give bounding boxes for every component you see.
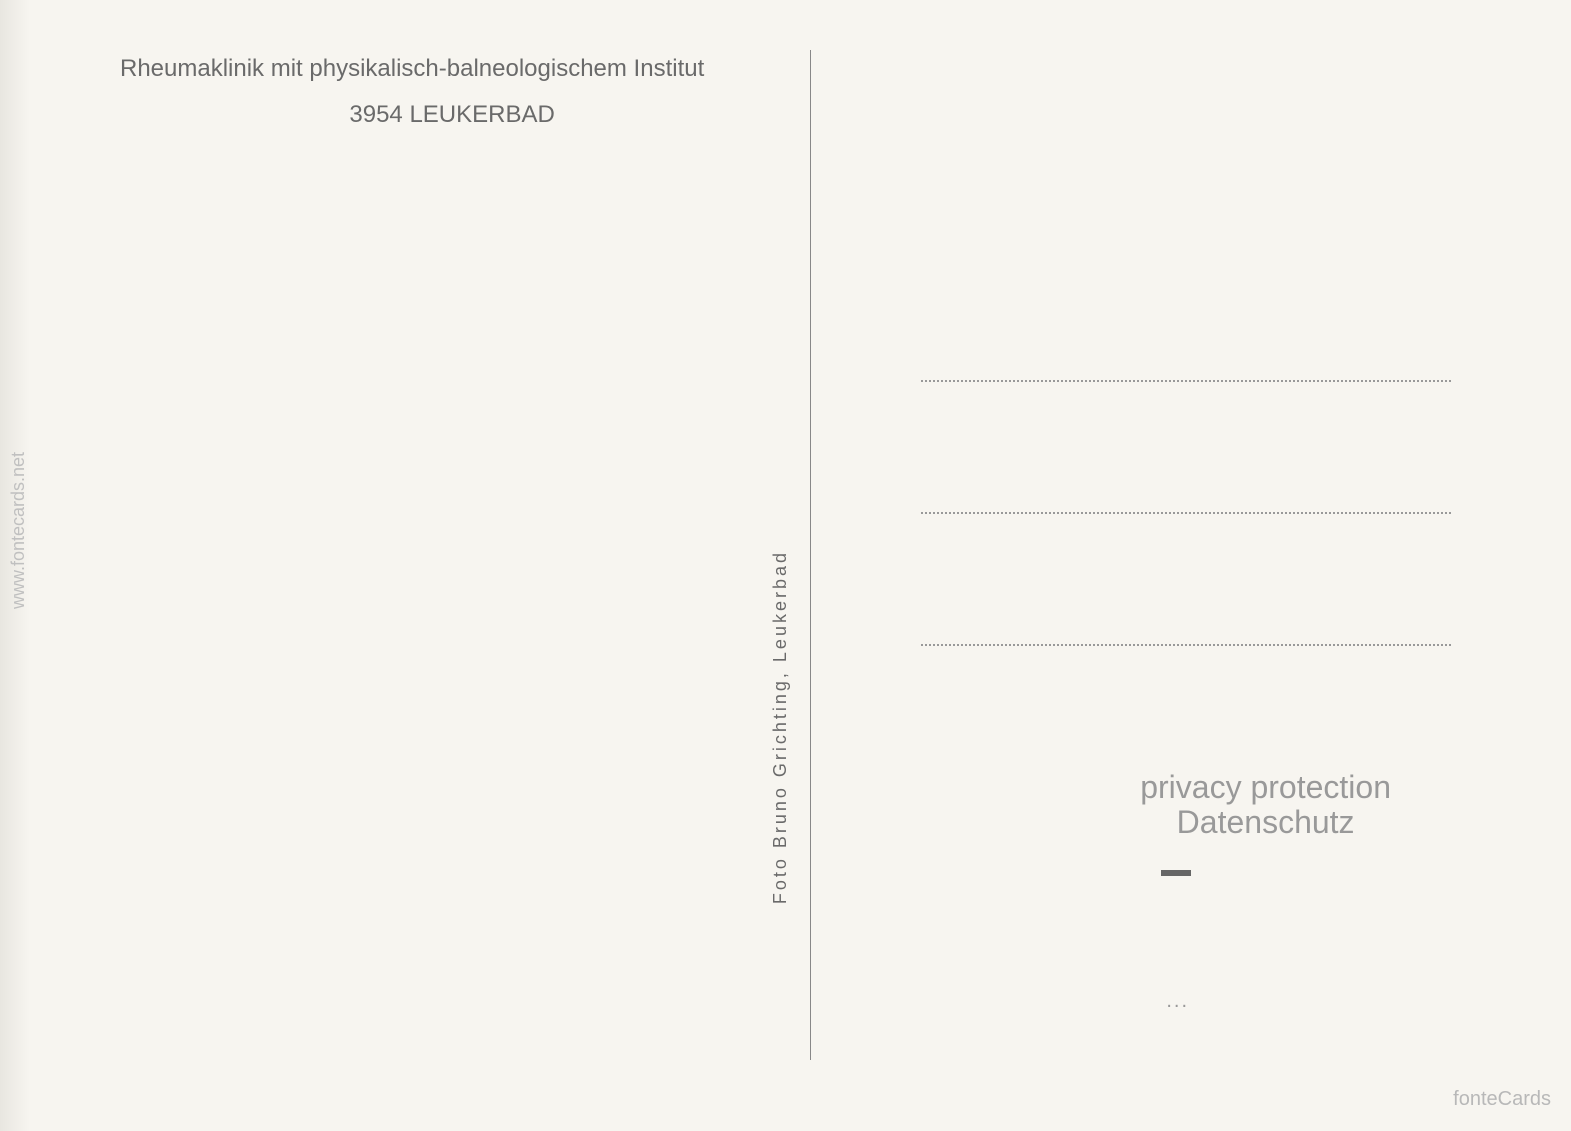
fontecards-watermark: fonteCards [1453, 1088, 1551, 1111]
postcard-back: Rheumaklinik mit physikalisch-balneologi… [0, 0, 1571, 1131]
privacy-line-2: Datenschutz [1140, 805, 1391, 840]
watermark-url: www.fontecards.net [8, 452, 29, 609]
address-line-3 [921, 644, 1451, 646]
alignment-mark [1161, 870, 1191, 876]
header-line-1: Rheumaklinik mit physikalisch-balneologi… [120, 50, 704, 88]
postcard-header: Rheumaklinik mit physikalisch-balneologi… [120, 50, 704, 135]
center-divider-line [810, 50, 811, 1060]
privacy-notice: privacy protection Datenschutz [1140, 770, 1391, 840]
bottom-dots: ... [1166, 990, 1189, 1013]
address-line-1 [921, 380, 1451, 382]
photographer-credit: Foto Bruno Grichting, Leukerbad [770, 550, 791, 904]
address-area [921, 380, 1451, 776]
header-line-2: 3954 LEUKERBAD [200, 96, 704, 134]
privacy-line-1: privacy protection [1140, 770, 1391, 805]
address-line-2 [921, 512, 1451, 514]
